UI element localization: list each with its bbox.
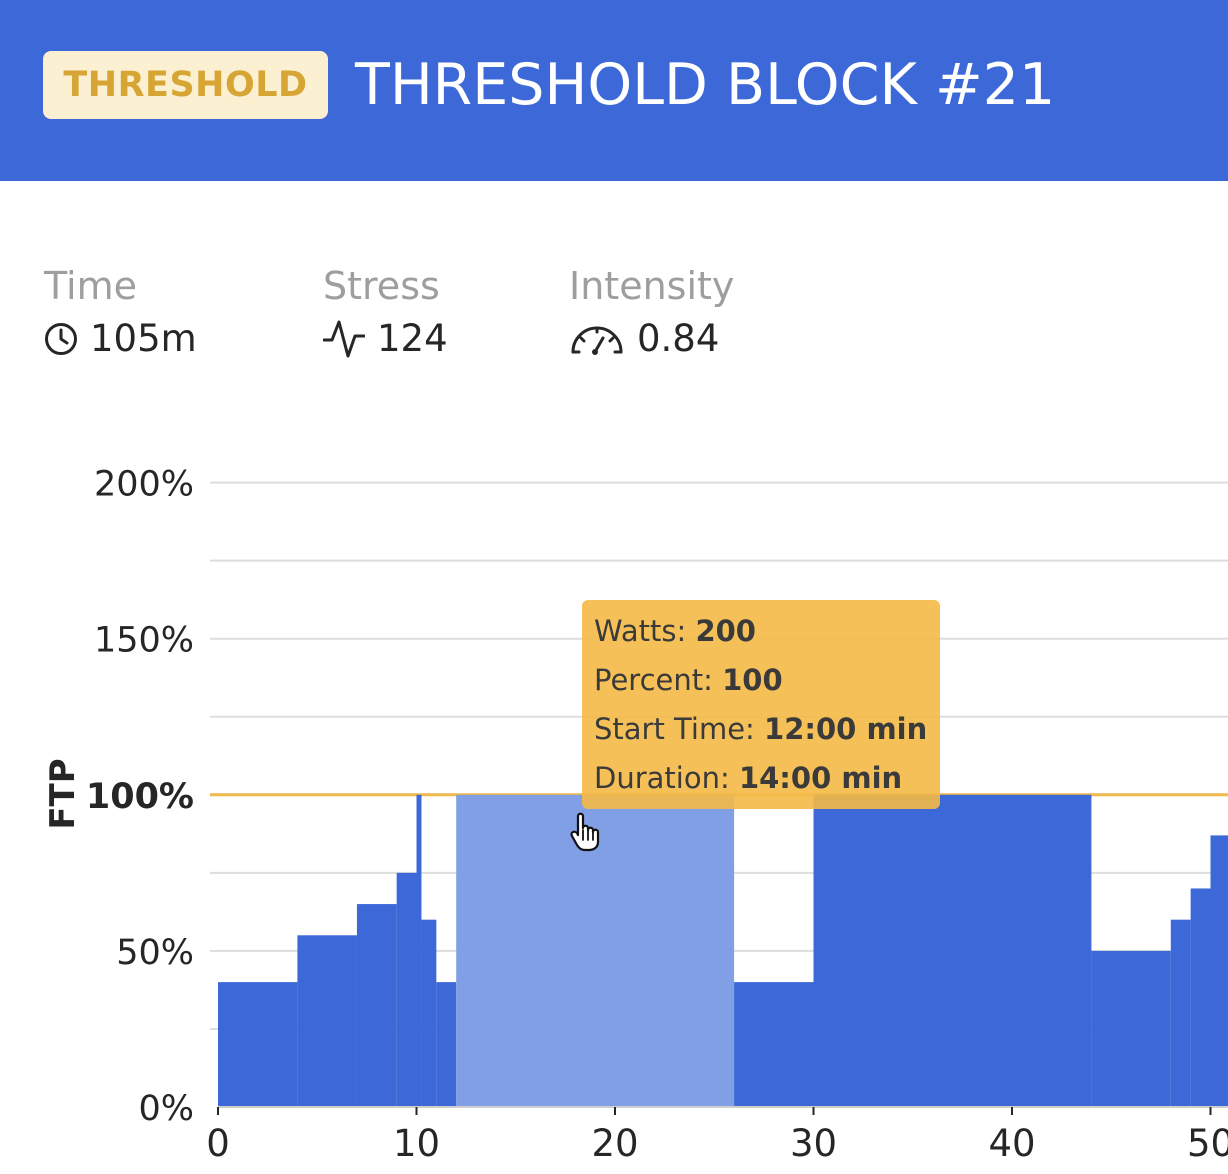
- segment-bar[interactable]: [356, 904, 397, 1107]
- chart-bars: [218, 794, 1228, 1107]
- stat-stress-label: Stress: [323, 264, 440, 308]
- segment-bar[interactable]: [436, 982, 457, 1107]
- pulse-icon: [323, 319, 365, 359]
- segment-bar[interactable]: [1210, 835, 1228, 1107]
- header-bar: THRESHOLD THRESHOLD BLOCK #21: [0, 0, 1228, 181]
- tooltip-duration-label: Duration:: [594, 761, 730, 795]
- stat-stress-value: 124: [377, 317, 448, 360]
- workout-chart: 0% 50% 100% 150% 200% 0 10 20 30 40 50 FTP: [43, 465, 1228, 1165]
- y-tick-label: 200%: [94, 465, 194, 505]
- y-axis-label: FTP: [43, 758, 83, 829]
- tooltip-watts-label: Watts:: [594, 614, 687, 648]
- x-tick-label: 40: [988, 1122, 1035, 1165]
- stat-stress: Stress 124: [323, 262, 448, 362]
- segment-bar[interactable]: [813, 794, 1092, 1107]
- clock-icon: [44, 322, 78, 356]
- stat-intensity-label: Intensity: [569, 264, 735, 308]
- segment-bar-cap: [813, 794, 1092, 798]
- speedometer-icon: [569, 322, 625, 356]
- tooltip-watts-value: 200: [695, 614, 756, 648]
- y-tick-label: 0%: [138, 1089, 194, 1129]
- tooltip-start-label: Start Time:: [594, 712, 755, 746]
- stat-intensity: Intensity 0.84: [569, 262, 734, 362]
- chart-axes: 0% 50% 100% 150% 200% 0 10 20 30 40 50: [86, 465, 1228, 1165]
- hand-pointer-icon: [569, 812, 603, 856]
- x-tick-label: 10: [393, 1122, 440, 1165]
- workout-title: THRESHOLD BLOCK #21: [355, 52, 1056, 118]
- x-tick-label: 30: [790, 1122, 837, 1165]
- segment-bar[interactable]: [1190, 888, 1211, 1107]
- segment-bar[interactable]: [1091, 950, 1171, 1107]
- segment-bar[interactable]: [297, 935, 357, 1107]
- tooltip-duration-value: 14:00 min: [738, 761, 903, 795]
- stat-time-label: Time: [44, 264, 137, 308]
- x-tick-label: 20: [591, 1122, 638, 1165]
- tooltip-percent-label: Percent:: [594, 663, 713, 697]
- segment-bar[interactable]: [421, 919, 437, 1107]
- segment-bar[interactable]: [416, 794, 422, 1107]
- segment-bar[interactable]: [734, 982, 814, 1107]
- x-tick-label: 0: [206, 1122, 230, 1165]
- x-tick-label: 50: [1187, 1122, 1228, 1165]
- segment-bar[interactable]: [1170, 919, 1191, 1107]
- segment-bar[interactable]: [396, 872, 417, 1107]
- tooltip-percent-value: 100: [722, 663, 783, 697]
- stat-time: Time 105m: [44, 262, 197, 362]
- workout-type-badge: THRESHOLD: [43, 51, 328, 119]
- y-tick-label: 100%: [86, 777, 194, 817]
- stat-time-value: 105m: [90, 317, 197, 360]
- segment-bar[interactable]: [218, 982, 298, 1107]
- segment-tooltip: Watts: 200 Percent: 100 Start Time: 12:0…: [582, 600, 940, 809]
- y-tick-label: 50%: [116, 933, 194, 973]
- segment-bar-cap: [416, 794, 422, 798]
- y-tick-label: 150%: [94, 621, 194, 661]
- stat-intensity-value: 0.84: [637, 317, 720, 360]
- tooltip-start-value: 12:00 min: [764, 712, 928, 746]
